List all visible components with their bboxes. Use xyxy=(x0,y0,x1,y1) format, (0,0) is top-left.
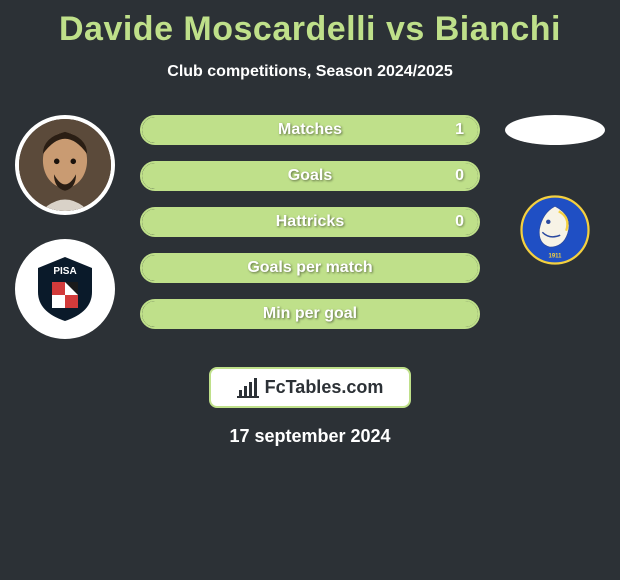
stat-bar-hattricks: Hattricks 0 xyxy=(140,207,480,237)
bar-chart-icon xyxy=(237,378,259,398)
player-right-club-logo: 1911 xyxy=(508,183,602,277)
svg-text:1911: 1911 xyxy=(549,254,563,260)
stat-value: 0 xyxy=(455,167,464,185)
brand-text: FcTables.com xyxy=(265,377,384,398)
stat-label: Matches xyxy=(278,121,342,139)
stat-value: 1 xyxy=(455,121,464,139)
player-face-icon xyxy=(19,119,111,211)
stat-value: 0 xyxy=(455,213,464,231)
stat-bar-goals: Goals 0 xyxy=(140,161,480,191)
brescia-badge-icon: 1911 xyxy=(520,195,590,265)
footer: FcTables.com 17 september 2024 xyxy=(0,367,620,447)
stat-label: Goals per match xyxy=(247,259,372,277)
svg-text:PISA: PISA xyxy=(53,266,76,277)
stat-label: Hattricks xyxy=(276,213,344,231)
player-left-club-logo: PISA xyxy=(15,239,115,339)
player-left-photo xyxy=(15,115,115,215)
page-title: Davide Moscardelli vs Bianchi xyxy=(0,0,620,49)
left-player-column: PISA xyxy=(10,115,120,339)
brand-badge: FcTables.com xyxy=(209,367,412,408)
snapshot-date: 17 september 2024 xyxy=(0,426,620,447)
comparison-content: PISA 1911 Matches 1 xyxy=(0,115,620,355)
stat-bar-matches: Matches 1 xyxy=(140,115,480,145)
player-right-photo-blank xyxy=(505,115,605,145)
right-player-column: 1911 xyxy=(500,115,610,277)
stat-label: Min per goal xyxy=(263,305,357,323)
stat-bar-goals-per-match: Goals per match xyxy=(140,253,480,283)
pisa-badge-icon: PISA xyxy=(30,254,100,324)
stat-bar-min-per-goal: Min per goal xyxy=(140,299,480,329)
page-subtitle: Club competitions, Season 2024/2025 xyxy=(0,63,620,81)
stat-bars: Matches 1 Goals 0 Hattricks 0 Goals per … xyxy=(140,115,480,345)
stat-label: Goals xyxy=(288,167,332,185)
